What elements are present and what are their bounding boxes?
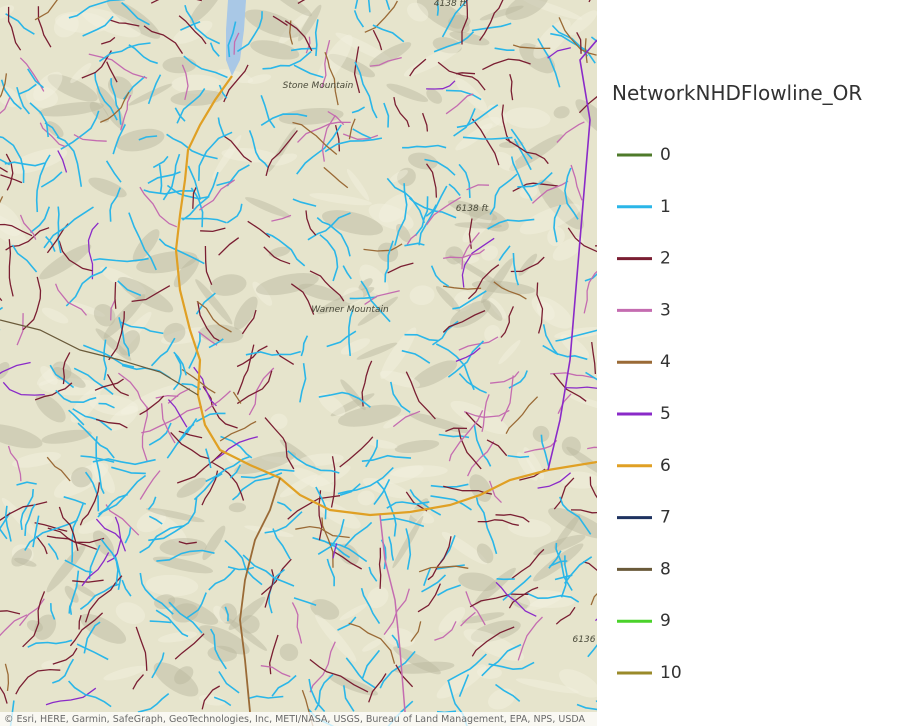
legend-label: 7 <box>660 508 671 528</box>
stream <box>564 387 597 388</box>
stream <box>456 73 475 74</box>
legend: NetworkNHDFlowline_OR 0 1 2 3 4 5 6 7 8 9 10 <box>600 0 914 726</box>
stream <box>497 579 515 580</box>
legend-label: 9 <box>660 611 671 631</box>
legend-label: 0 <box>660 145 671 165</box>
place-label: Stone Mountain <box>283 81 354 91</box>
legend-label: 10 <box>660 663 682 683</box>
legend-label: 5 <box>660 404 671 424</box>
legend-title: NetworkNHDFlowline_OR <box>612 81 862 105</box>
elevation-label: 6136 <box>573 635 596 645</box>
legend-label: 3 <box>660 300 671 320</box>
legend-label: 4 <box>660 352 671 372</box>
attribution: © Esri, HERE, Garmin, SafeGraph, GeoTech… <box>4 714 586 725</box>
legend-label: 8 <box>660 559 671 579</box>
stream <box>115 282 116 309</box>
legend-label: 1 <box>660 197 671 217</box>
place-label: Warner Mountain <box>311 305 389 315</box>
elevation-label: 4138 ft <box>434 0 467 9</box>
map[interactable]: Stone Mountain Warner Mountain 6138 ft 4… <box>0 0 597 726</box>
page: {"legend": {"title": "NetworkNHDFlowline… <box>0 0 914 726</box>
elevation-label: 6138 ft <box>456 204 489 214</box>
legend-label: 2 <box>660 249 671 269</box>
legend-label: 6 <box>660 456 671 476</box>
